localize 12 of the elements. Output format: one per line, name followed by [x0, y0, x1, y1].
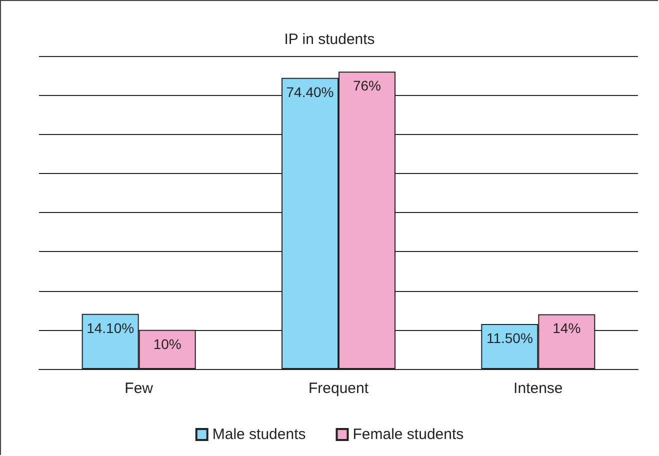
- legend-label: Female students: [352, 426, 464, 443]
- data-label: 10%: [153, 336, 182, 352]
- x-tick-label: Frequent: [308, 380, 370, 397]
- data-label: 14.10%: [86, 320, 134, 336]
- data-label: 11.50%: [486, 330, 533, 346]
- data-label: 14%: [552, 320, 581, 336]
- chart-title: IP in students: [284, 31, 375, 48]
- x-tick-label: Few: [124, 380, 154, 397]
- x-tick-label: Intense: [514, 380, 563, 397]
- legend-label: Male students: [212, 426, 306, 443]
- data-label: 76%: [352, 78, 382, 94]
- data-label: 74.40%: [286, 84, 334, 100]
